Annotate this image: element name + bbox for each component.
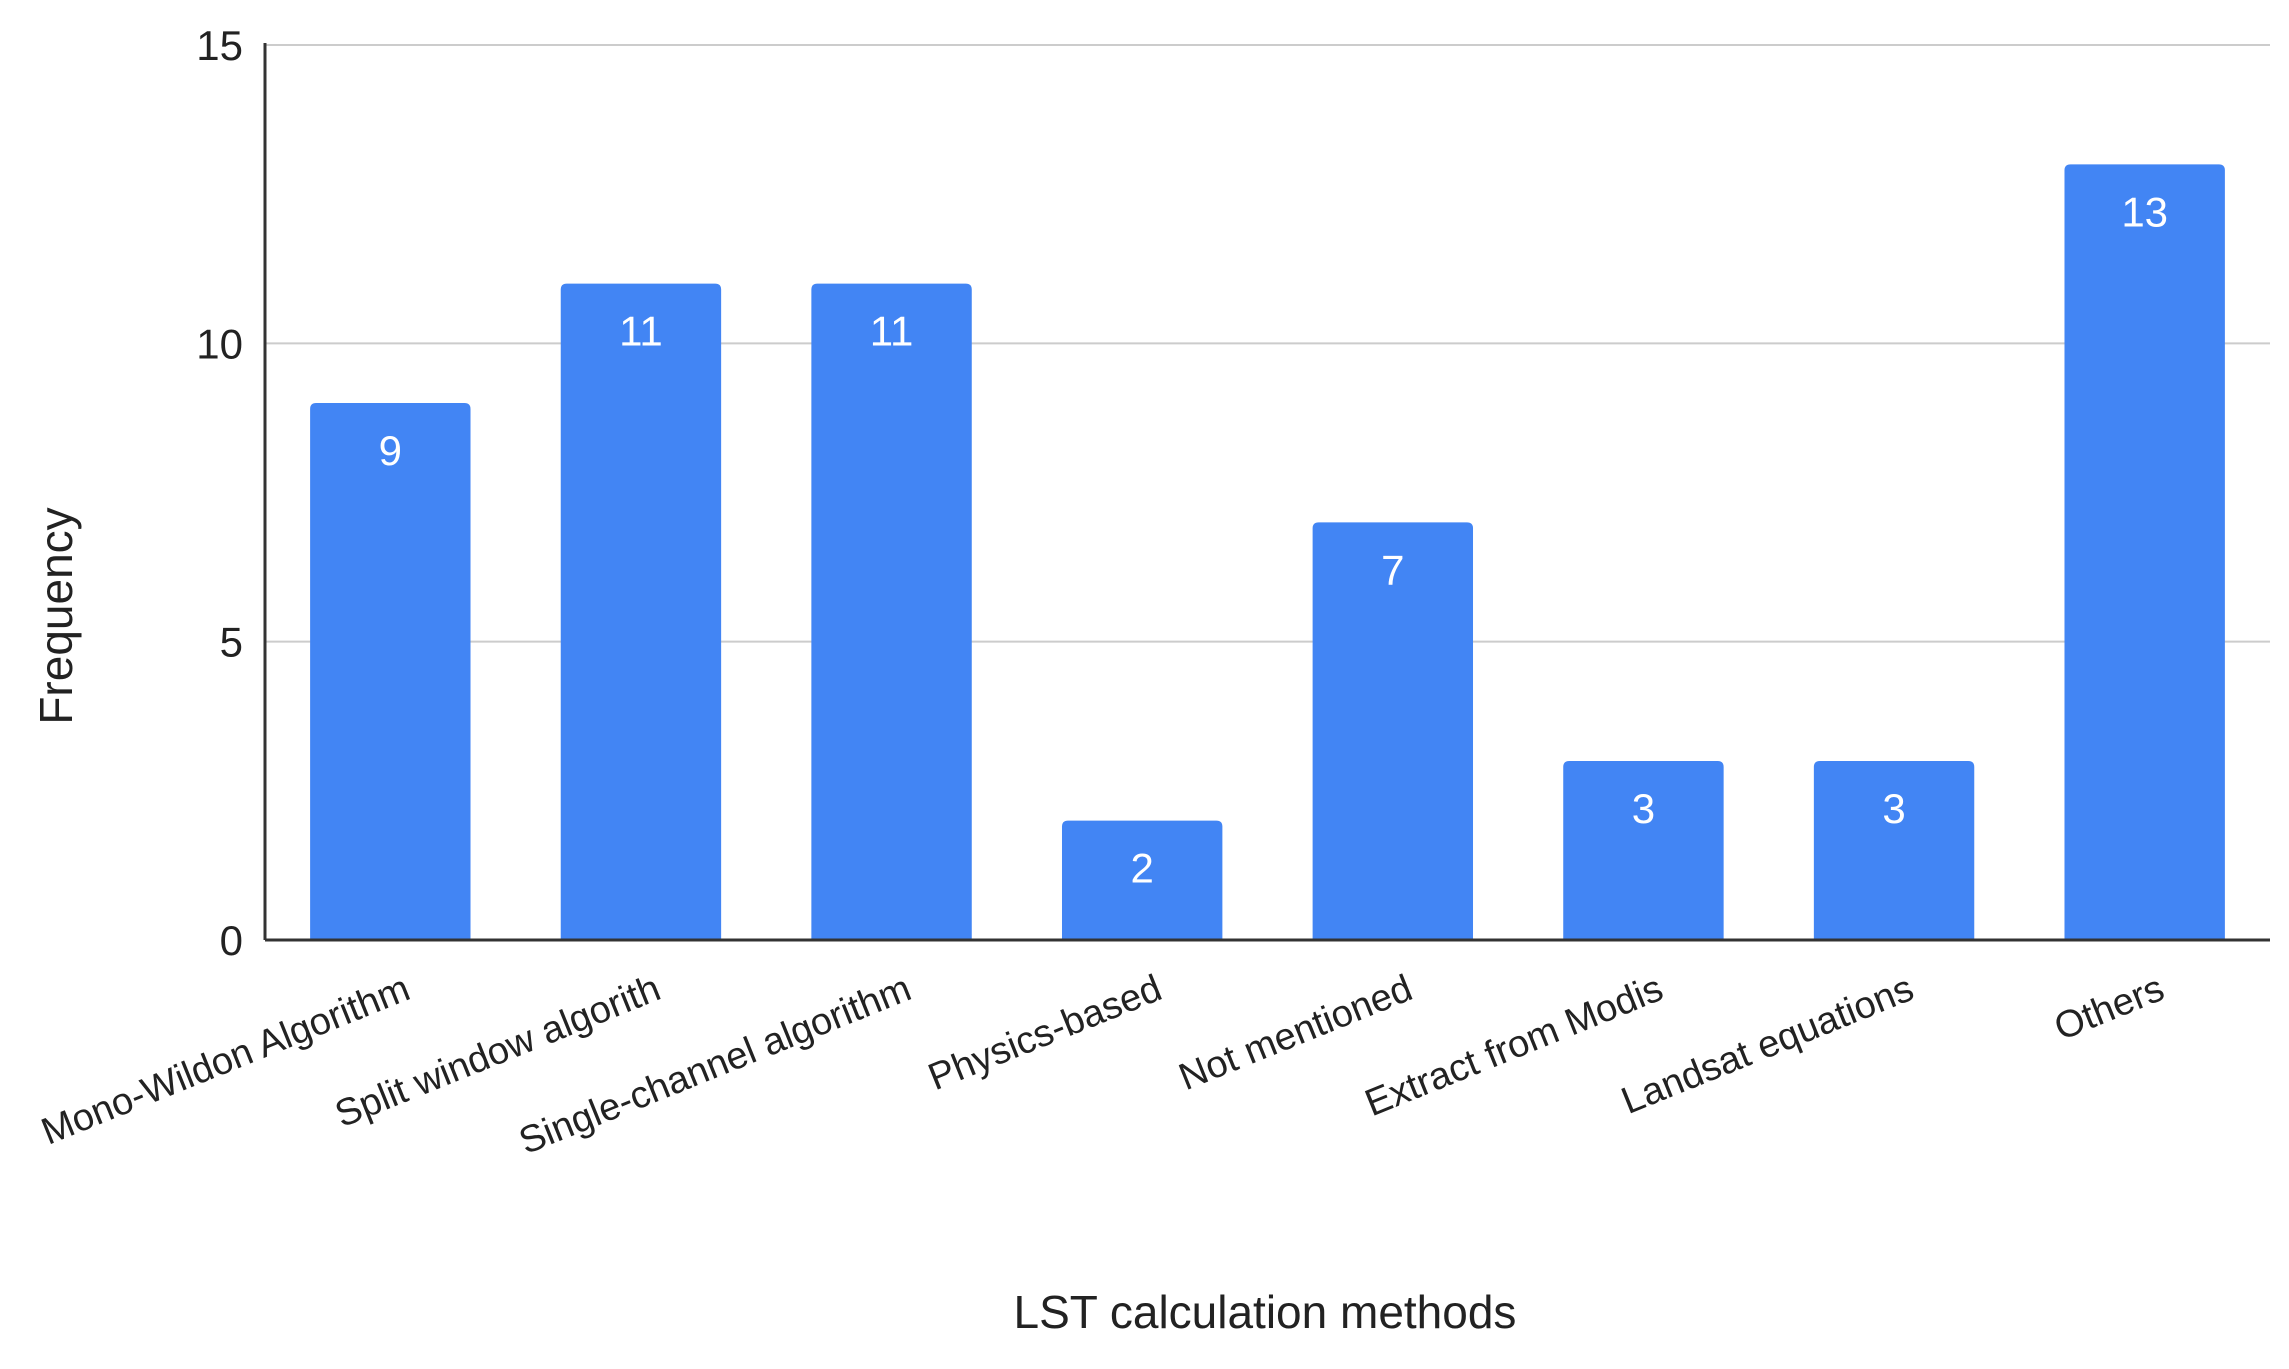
bar — [1813, 761, 1975, 940]
bar-value-label: 13 — [2121, 188, 2168, 235]
x-tick-label: Single-channel algorithm — [513, 967, 917, 1163]
x-tick-label: Others — [2049, 967, 2170, 1049]
y-tick-label: 15 — [196, 22, 243, 69]
x-axis-title: LST calculation methods — [1014, 1286, 1517, 1338]
bar-value-label: 7 — [1381, 546, 1404, 593]
data-labels: 9 11 11 2 7 3 3 13 — [379, 188, 2168, 891]
bar — [2064, 164, 2225, 941]
bar-value-label: 3 — [1882, 785, 1905, 832]
bar-value-label: 3 — [1632, 785, 1655, 832]
bar-value-label: 11 — [619, 308, 663, 355]
bar-value-label: 9 — [379, 427, 402, 474]
y-axis-title: Frequency — [30, 507, 82, 724]
x-tick-label: Physics-based — [923, 967, 1168, 1099]
bar — [1312, 522, 1474, 940]
bars — [310, 164, 2225, 941]
bar — [1563, 761, 1724, 940]
y-tick-label: 10 — [196, 320, 243, 367]
y-tick-label: 5 — [220, 619, 243, 666]
axes — [263, 43, 2270, 942]
bar-value-label: 2 — [1131, 845, 1154, 892]
bar-value-label: 11 — [870, 308, 914, 355]
bar — [310, 403, 471, 940]
bar — [560, 283, 722, 941]
y-tick-label: 0 — [220, 917, 243, 964]
bar — [1061, 820, 1223, 940]
bar — [811, 283, 972, 941]
